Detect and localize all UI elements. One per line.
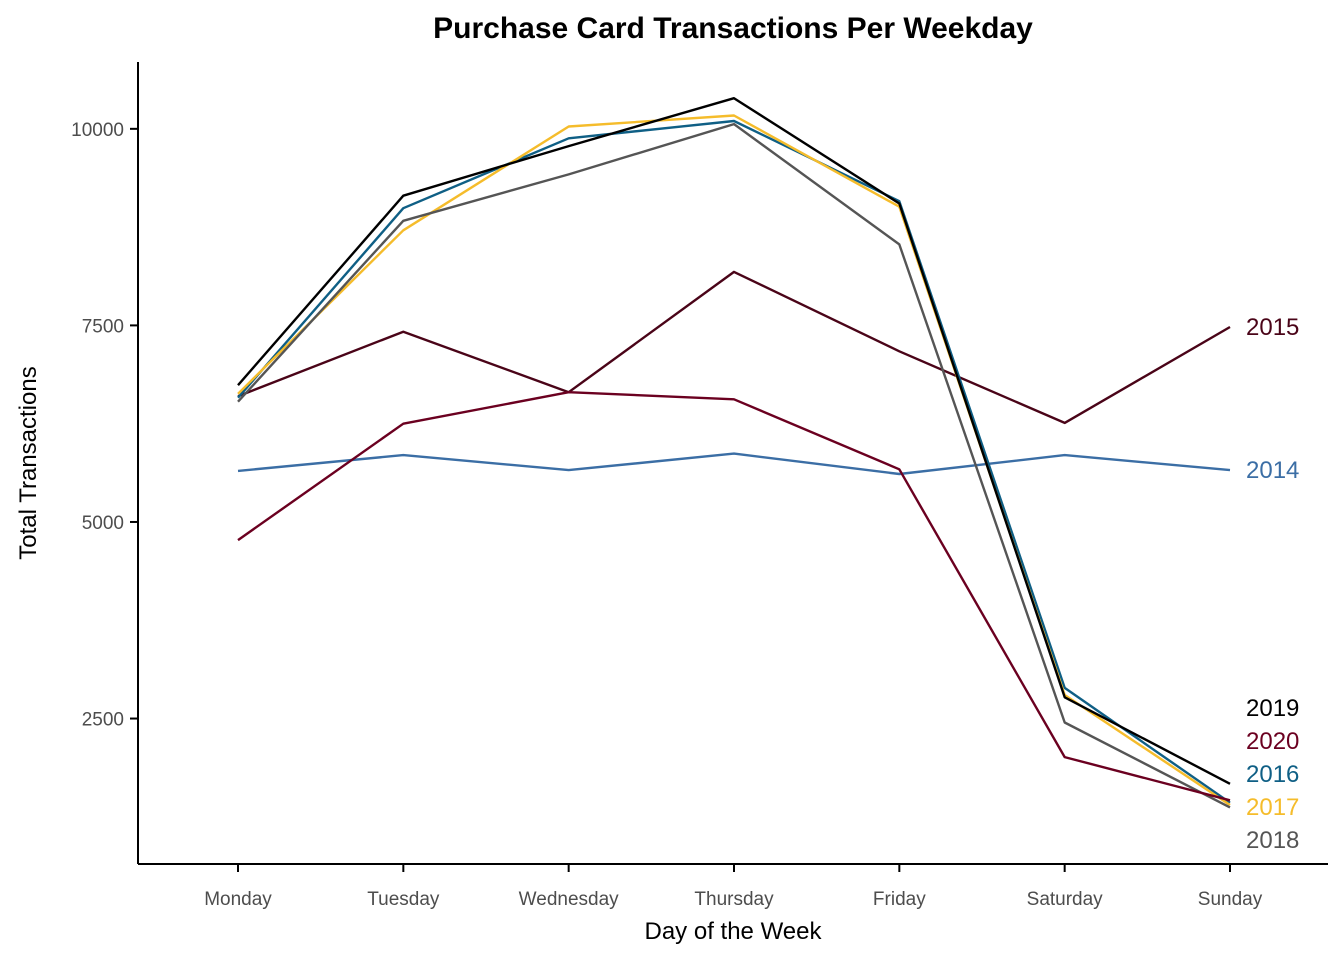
x-tick-label: Saturday <box>1027 889 1104 910</box>
y-axis-label: Total Transactions <box>15 366 42 559</box>
series-lines <box>237 96 1231 809</box>
series-label-2020: 2020 <box>1246 728 1299 755</box>
series-line-2019 <box>237 96 1231 785</box>
series-label-2014: 2014 <box>1246 457 1299 484</box>
x-tick-label: Friday <box>873 889 926 910</box>
chart-title: Purchase Card Transactions Per Weekday <box>433 12 1033 45</box>
y-tick-label: 7500 <box>82 316 124 337</box>
x-axis-label: Day of the Week <box>645 918 823 945</box>
series-labels: 2015 2014 2019 2020 2016 2017 2018 <box>1246 314 1299 854</box>
series-line-2020 <box>237 391 1231 802</box>
x-tick-label: Thursday <box>694 889 774 910</box>
series-label-2015: 2015 <box>1246 314 1299 341</box>
series-label-2017: 2017 <box>1246 794 1299 821</box>
x-tick-label: Sunday <box>1198 889 1263 910</box>
series-line-2017 <box>237 114 1231 806</box>
x-tick-label: Monday <box>204 889 272 910</box>
series-line-2014 <box>237 452 1231 476</box>
x-axis-ticks: Monday Tuesday Wednesday Thursday Friday Satu… <box>204 864 1263 910</box>
y-axis-ticks: 2500 5000 7500 10000 <box>71 120 138 731</box>
y-tick-label: 5000 <box>82 513 124 534</box>
series-label-2018: 2018 <box>1246 827 1299 854</box>
y-tick-label: 10000 <box>71 120 124 141</box>
y-tick-label: 2500 <box>82 710 124 731</box>
series-line-2015 <box>237 270 1231 425</box>
x-tick-label: Tuesday <box>367 889 440 910</box>
x-tick-label: Wednesday <box>519 889 619 910</box>
series-line-2018 <box>237 122 1231 809</box>
series-label-2019: 2019 <box>1246 695 1299 722</box>
series-label-2016: 2016 <box>1246 761 1299 788</box>
series-line-2016 <box>237 119 1231 804</box>
